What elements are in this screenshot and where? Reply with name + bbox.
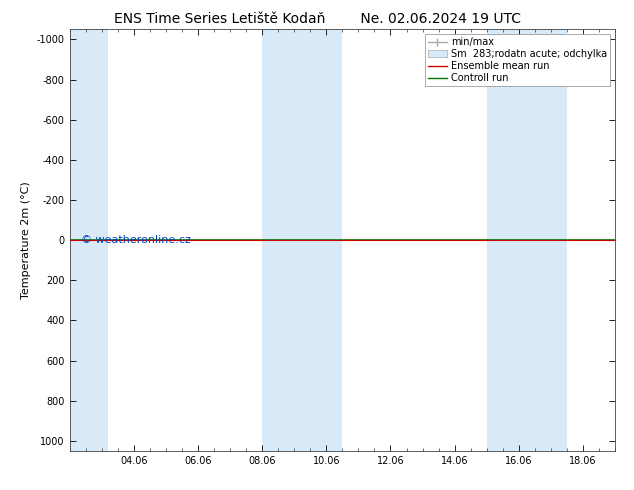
Bar <box>301 29 342 451</box>
Bar <box>519 29 567 451</box>
Bar <box>262 29 301 451</box>
Legend: min/max, Sm  283;rodatn acute; odchylka, Ensemble mean run, Controll run: min/max, Sm 283;rodatn acute; odchylka, … <box>425 34 610 86</box>
Text: © weatheronline.cz: © weatheronline.cz <box>81 235 191 245</box>
Y-axis label: Temperature 2m (°C): Temperature 2m (°C) <box>22 181 31 299</box>
Text: ENS Time Series Letiště Kodaň        Ne. 02.06.2024 19 UTC: ENS Time Series Letiště Kodaň Ne. 02.06.… <box>113 12 521 26</box>
Bar <box>487 29 519 451</box>
Bar <box>70 29 108 451</box>
